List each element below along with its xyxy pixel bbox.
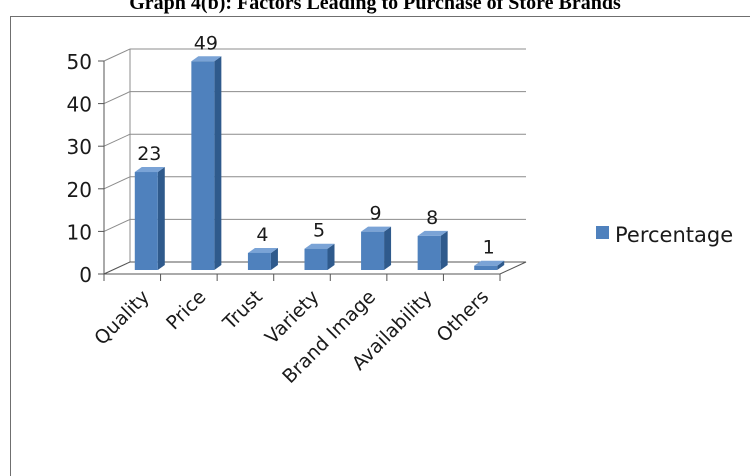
- bar-side: [440, 230, 448, 270]
- bar-side: [157, 167, 165, 270]
- bar-front: [304, 248, 328, 270]
- data-label: 4: [256, 224, 268, 246]
- legend-swatch-percentage: [596, 226, 609, 239]
- y-tick-label: 50: [67, 50, 92, 74]
- x-category-label: Others: [433, 286, 494, 347]
- bar-brand-image: [361, 226, 392, 270]
- bar-top: [134, 167, 165, 173]
- bar-side: [270, 247, 278, 270]
- data-label: 5: [313, 220, 325, 242]
- bar-side: [327, 243, 335, 270]
- chart-title: Graph 4(b): Factors Leading to Purchase …: [129, 0, 621, 14]
- chart-frame: [10, 16, 750, 476]
- side-gridline: [103, 133, 131, 147]
- side-gridline: [103, 218, 131, 232]
- bar-side: [497, 260, 505, 270]
- bar-front: [247, 252, 271, 270]
- bar-price: [191, 56, 222, 271]
- y-tick-label: 10: [67, 220, 92, 244]
- bar-front: [134, 172, 158, 270]
- y-tick-label: 0: [79, 263, 92, 287]
- legend: Percentage: [596, 223, 733, 247]
- bar-side: [384, 226, 392, 270]
- bar-top: [474, 260, 505, 266]
- x-category-label: Price: [162, 286, 210, 334]
- bar-top: [304, 243, 335, 249]
- bar-others: [474, 260, 505, 270]
- data-label: 9: [370, 203, 382, 225]
- y-tick-label: 40: [67, 93, 92, 117]
- legend-label-percentage: Percentage: [615, 223, 733, 247]
- side-gridline: [103, 91, 131, 105]
- bar-top: [191, 56, 222, 62]
- x-category-label: Trust: [218, 286, 267, 335]
- data-label: 1: [483, 237, 495, 259]
- side-gridline: [103, 48, 131, 62]
- bar-front: [191, 61, 215, 271]
- bar-quality: [134, 167, 165, 270]
- x-category-label: Quality: [90, 286, 154, 350]
- bar-top: [417, 230, 448, 236]
- bar-layer: [134, 56, 505, 271]
- bar-top: [361, 226, 392, 232]
- bar-front: [361, 231, 385, 270]
- data-label: 8: [426, 207, 438, 229]
- data-label: 49: [194, 32, 218, 54]
- bar-front: [417, 235, 441, 270]
- y-tick-label: 20: [67, 178, 92, 202]
- bar-variety: [304, 243, 335, 270]
- y-tick-label: 30: [67, 135, 92, 159]
- bar-top: [247, 247, 278, 253]
- side-gridline: [103, 176, 131, 190]
- data-label: 23: [137, 143, 161, 165]
- bar-availability: [417, 230, 448, 270]
- bar-front: [474, 265, 498, 270]
- bar-trust: [247, 247, 278, 270]
- bar-side: [214, 56, 222, 271]
